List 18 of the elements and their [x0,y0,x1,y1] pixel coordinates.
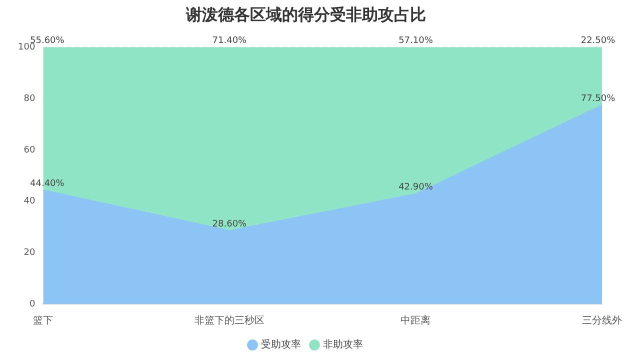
x-tick-label: 中距离 [400,314,431,327]
x-tick-label: 篮下 [33,316,54,327]
x-tick-label: 非篮下的三秒区 [194,314,264,327]
y-tick-label: 20 [24,248,36,258]
y-tick-label: 80 [24,94,36,104]
y-tick-label: 60 [24,145,36,156]
data-label: 57.10% [398,36,434,46]
data-label: 42.90% [398,182,434,193]
y-tick-label: 40 [24,196,36,207]
legend-label: 非助攻率 [323,338,363,351]
y-tick-label: 0 [29,299,36,310]
data-label: 28.60% [212,219,248,230]
data-label: 71.40% [212,36,248,46]
y-tick-label: 100 [18,42,36,53]
x-tick-label: 三分线外 [582,314,622,327]
chart-title: 谢泼德各区域的得分受非助攻占比 [185,4,426,24]
data-label: 22.50% [580,36,616,46]
legend-label: 受助攻率 [261,338,301,351]
